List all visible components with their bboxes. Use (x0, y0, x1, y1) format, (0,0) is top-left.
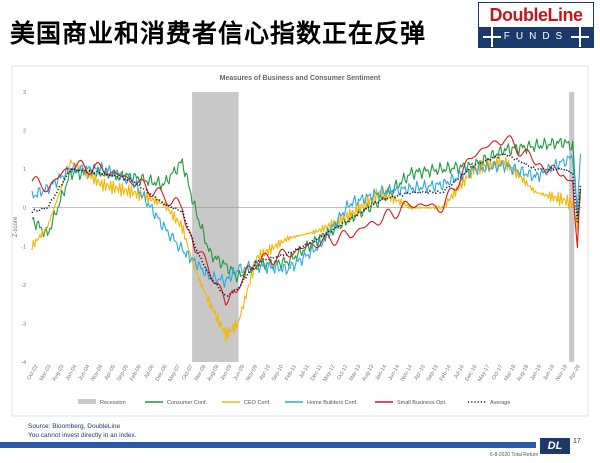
source-text: Source: Bloomberg, DoubleLine (28, 423, 121, 430)
y-tick-label: -1 (21, 244, 26, 250)
y-tick-label: 2 (23, 129, 26, 135)
legend-label: CEO Conf. (244, 400, 271, 406)
logo-wordmark: DoubleLine (489, 5, 584, 25)
legend-label: Average (490, 400, 510, 406)
recession-band (569, 92, 575, 362)
y-tick-label: -2 (21, 283, 26, 289)
y-tick-label: 1 (23, 167, 26, 173)
legend-swatch-recession (78, 399, 96, 404)
chart-title: Measures of Business and Consumer Sentim… (220, 75, 381, 82)
y-tick-label: -3 (21, 321, 26, 327)
series-line-small-business-opt (31, 135, 582, 306)
y-tick-label: -4 (21, 360, 26, 366)
slide-title: 美国商业和消费者信心指数正在反弹 (10, 19, 427, 48)
logo-cross-icon (483, 36, 501, 38)
logo-funds-band: FUNDS (479, 27, 593, 47)
y-tick-label: 0 (23, 206, 26, 212)
footer-bar (0, 442, 536, 448)
series-line-consumer-conf (31, 137, 582, 283)
legend-label: Small Business Opt. (397, 400, 447, 406)
legend-label: Consumer Conf. (167, 400, 208, 406)
source-note: Source: Bloomberg, DoubleLine You cannot… (28, 422, 137, 440)
footer-text: 6-8-2020 Total Return (490, 452, 539, 458)
page-number: 17 (573, 438, 581, 445)
recession-band (192, 92, 239, 362)
doubleline-logo: DoubleLine FUNDS (478, 2, 594, 48)
chart-frame (11, 65, 589, 417)
disclaimer-text: You cannot invest directly in an index. (28, 432, 137, 439)
logo-funds-text: FUNDS (503, 31, 569, 42)
y-tick-label: 3 (23, 90, 26, 96)
legend-label: Recession (100, 400, 126, 406)
y-axis-label: Z-score (13, 216, 19, 237)
logo-cross-icon (571, 36, 589, 38)
legend-label: Home Builders Conf. (307, 400, 358, 406)
footer-logo-mark: DL (540, 438, 570, 454)
